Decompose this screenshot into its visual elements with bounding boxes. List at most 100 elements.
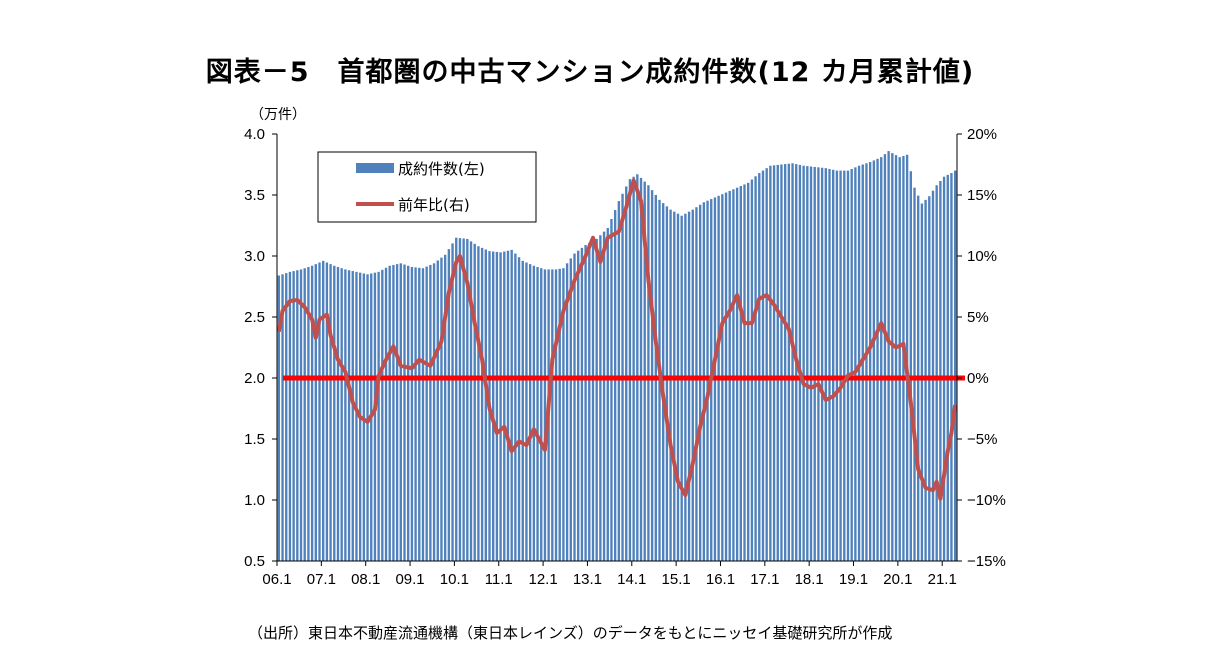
bar — [787, 163, 791, 561]
bar — [347, 270, 351, 561]
line-layer — [276, 178, 958, 501]
bar — [558, 268, 561, 561]
bar — [769, 165, 772, 561]
y-right-tick-label: 15% — [967, 187, 997, 204]
bar — [484, 249, 487, 562]
bar — [285, 273, 288, 561]
y-right-tick-label: 0% — [967, 370, 989, 387]
bar — [854, 167, 857, 561]
bar — [832, 169, 835, 562]
bar — [750, 179, 754, 562]
bar — [588, 242, 591, 562]
bar — [891, 153, 894, 562]
x-tick-label: 15.1 — [662, 571, 691, 588]
bar — [351, 271, 354, 561]
bar — [950, 173, 953, 562]
bar — [676, 213, 680, 561]
bar — [344, 269, 347, 561]
bar — [761, 170, 765, 561]
bar — [462, 238, 465, 561]
bar — [443, 254, 447, 561]
bar — [458, 238, 462, 562]
bar — [340, 268, 343, 561]
x-tick-label: 20.1 — [883, 571, 912, 588]
y-right-tick-label: −5% — [967, 431, 997, 448]
bar — [876, 158, 879, 561]
bar — [632, 176, 635, 561]
bar — [310, 265, 314, 561]
bar — [425, 266, 428, 561]
y-left-tick-label: 1.5 — [244, 431, 265, 448]
x-tick-label: 10.1 — [440, 571, 469, 588]
bar — [373, 272, 377, 561]
bar — [743, 184, 746, 561]
bar — [872, 160, 876, 561]
x-tick-label: 18.1 — [795, 571, 824, 588]
bar — [514, 253, 517, 561]
bar — [595, 238, 598, 562]
bar — [680, 215, 683, 562]
bar — [698, 204, 702, 561]
bar — [573, 253, 576, 561]
y-right-tick-label: −15% — [967, 553, 1006, 570]
bar — [599, 235, 602, 561]
bar — [355, 271, 358, 561]
bar — [739, 186, 742, 562]
bar — [839, 170, 842, 561]
bar — [591, 240, 595, 561]
bar — [536, 266, 539, 561]
y-right-tick-label: 10% — [967, 248, 997, 265]
bar — [602, 231, 606, 561]
y-right-tick-label: −10% — [967, 492, 1006, 509]
bar — [421, 268, 425, 561]
bar — [395, 264, 399, 561]
bar — [843, 170, 846, 561]
yoy-line — [276, 178, 958, 501]
bar — [436, 260, 439, 561]
bar — [898, 157, 901, 561]
bar — [333, 265, 336, 561]
y-left-unit-label: （万件） — [250, 107, 306, 123]
bar — [469, 241, 473, 562]
bar — [329, 264, 332, 561]
bar — [532, 265, 536, 561]
bar — [429, 264, 432, 561]
y-left-tick-label: 1.0 — [244, 492, 265, 509]
bar — [617, 201, 621, 561]
bar — [780, 164, 783, 561]
bar — [684, 213, 687, 561]
bar — [580, 247, 584, 561]
bar — [798, 164, 802, 561]
bar — [639, 177, 643, 562]
x-tick-label: 12.1 — [528, 571, 557, 588]
bar — [695, 207, 698, 561]
bar — [495, 251, 499, 561]
bar — [610, 218, 613, 562]
bar — [565, 263, 569, 561]
bar — [314, 264, 317, 561]
x-tick-label: 14.1 — [617, 571, 646, 588]
x-tick-label: 19.1 — [839, 571, 868, 588]
bar — [466, 238, 469, 562]
bar — [521, 260, 524, 561]
bar — [673, 211, 676, 562]
bar — [325, 262, 329, 561]
bar — [939, 180, 942, 561]
bar — [809, 166, 813, 561]
bar — [828, 168, 831, 561]
bar — [953, 170, 957, 561]
bar — [935, 185, 938, 562]
x-tick-label: 21.1 — [928, 571, 957, 588]
bar — [628, 179, 632, 561]
bar — [669, 209, 672, 561]
bar — [765, 168, 768, 561]
bar — [477, 246, 480, 562]
bar — [702, 202, 706, 561]
x-tick-label: 16.1 — [706, 571, 735, 588]
bar — [613, 210, 617, 562]
bar — [665, 206, 669, 561]
legend-box — [317, 151, 537, 223]
bar — [410, 266, 414, 561]
y-left-tick-label: 2.5 — [244, 309, 265, 326]
y-left-tick-label: 2.0 — [244, 370, 265, 387]
